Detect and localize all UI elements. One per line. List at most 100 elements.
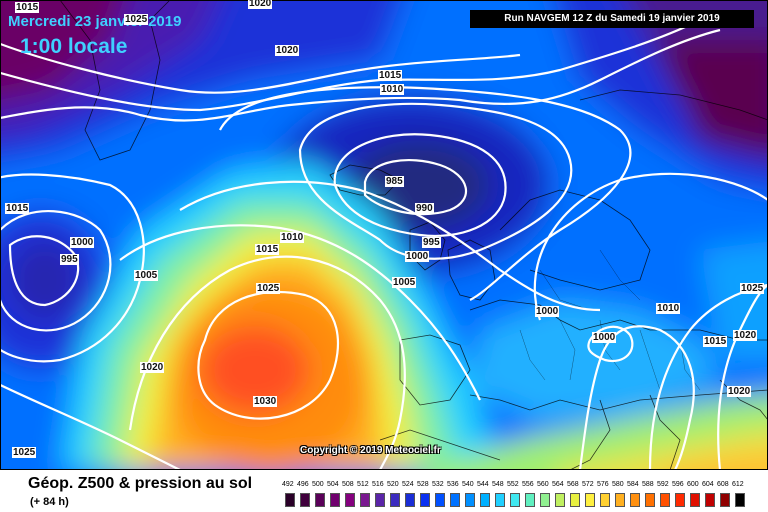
legend-value: 548 [492,481,504,488]
legend-value: 572 [582,481,594,488]
legend-swatch [345,493,355,507]
legend-swatch [660,493,670,507]
isobar-label: 995 [60,254,79,265]
legend-value: 508 [342,481,354,488]
isobar-label: 985 [385,176,404,187]
isobar-label: 1025 [12,447,37,458]
legend-swatch [585,493,595,507]
legend-value: 520 [387,481,399,488]
isobar-label: 1020 [248,0,273,9]
legend-value: 596 [672,481,684,488]
legend-value: 516 [372,481,384,488]
legend-swatch [330,493,340,507]
legend-swatch [690,493,700,507]
forecast-offset: (+ 84 h) [30,496,69,508]
footer: Géop. Z500 & pression au sol (+ 84 h) 49… [0,470,768,512]
legend-value: 564 [552,481,564,488]
copyright-notice: Copyright © 2019 Meteociel.fr [300,445,441,456]
isobar-label: 1020 [733,330,758,341]
isobar-label: 1025 [124,14,149,25]
map-title: Géop. Z500 & pression au sol [28,475,253,492]
isobar-label: 1000 [592,332,617,343]
legend-value: 556 [522,481,534,488]
isobar-label: 1000 [535,306,560,317]
legend-value: 492 [282,481,294,488]
legend-swatch [495,493,505,507]
legend-swatch [435,493,445,507]
legend-swatch [645,493,655,507]
legend-value: 588 [642,481,654,488]
isobar-label: 1015 [703,336,728,347]
legend-value: 568 [567,481,579,488]
isobar-label: 1015 [15,2,40,13]
model-run-label: Run NAVGEM 12 Z du Samedi 19 janvier 201… [470,10,754,28]
legend-value: 600 [687,481,699,488]
isobar-label: 1005 [392,277,417,288]
isobar-label: 1000 [70,237,95,248]
legend-value: 540 [462,481,474,488]
legend-swatch [465,493,475,507]
legend-swatch [360,493,370,507]
isobar-label: 1025 [740,283,765,294]
isobar-label: 1020 [275,45,300,56]
legend-value: 512 [357,481,369,488]
legend-swatch [300,493,310,507]
legend-value: 552 [507,481,519,488]
legend-swatch [450,493,460,507]
legend-value: 580 [612,481,624,488]
legend-swatch [315,493,325,507]
legend-swatch [615,493,625,507]
legend-value: 608 [717,481,729,488]
legend-value: 592 [657,481,669,488]
isobar-label: 995 [422,237,441,248]
isobars [0,19,768,470]
isobar-label: 1025 [256,283,281,294]
legend-swatch [375,493,385,507]
legend-value: 532 [432,481,444,488]
isobar-label: 1000 [405,251,430,262]
legend-swatch [555,493,565,507]
legend-swatch [390,493,400,507]
legend-swatch [675,493,685,507]
forecast-time: 1:00 locale [20,35,128,58]
legend-swatch [570,493,580,507]
isobar-label: 1020 [140,362,165,373]
isobar-label: 1015 [5,203,30,214]
isobar-label: 1010 [280,232,305,243]
legend-value: 528 [417,481,429,488]
legend-swatch [285,493,295,507]
isobar-label: 1005 [134,270,159,281]
legend-swatch [540,493,550,507]
legend-swatch [480,493,490,507]
legend-value: 544 [477,481,489,488]
legend-value: 536 [447,481,459,488]
legend-value: 604 [702,481,714,488]
legend-value: 504 [327,481,339,488]
weather-map: Mercredi 23 janvier 2019 1:00 locale Run… [0,0,768,470]
legend-value: 500 [312,481,324,488]
isobar-label: 1010 [656,303,681,314]
isobar-label: 1030 [253,396,278,407]
legend-swatch [630,493,640,507]
isobar-label: 1015 [378,70,403,81]
legend-swatch [705,493,715,507]
legend-value: 560 [537,481,549,488]
isobar-label: 1010 [380,84,405,95]
legend-value: 496 [297,481,309,488]
legend-value: 524 [402,481,414,488]
isobar-label: 1015 [255,244,280,255]
legend-value: 612 [732,481,744,488]
legend-value: 584 [627,481,639,488]
legend-value: 576 [597,481,609,488]
color-legend: 492 496 500 504 508 512 516 520 524 528 532 536 540 5… [282,473,752,509]
forecast-date: Mercredi 23 janvier 2019 [8,13,182,30]
legend-swatch [405,493,415,507]
legend-swatch [420,493,430,507]
legend-swatch [600,493,610,507]
isobar-label: 1020 [727,386,752,397]
legend-swatch [735,493,745,507]
legend-swatch [525,493,535,507]
legend-swatch [720,493,730,507]
legend-swatch [510,493,520,507]
isobar-label: 990 [415,203,434,214]
